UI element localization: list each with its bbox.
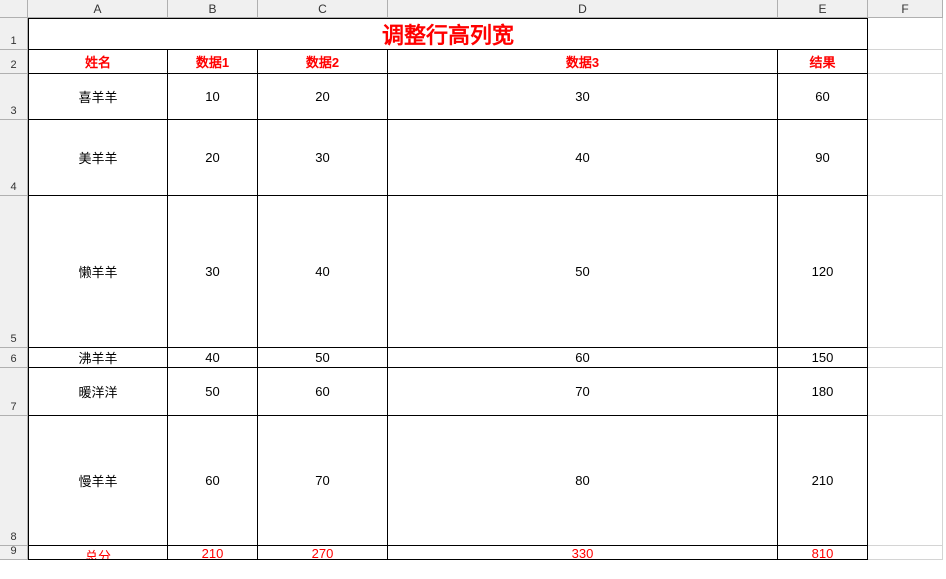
row-header-5[interactable]: 5 (0, 196, 28, 348)
data-r2-c0[interactable]: 懒羊羊 (28, 196, 168, 348)
data-r0-c1[interactable]: 10 (168, 74, 258, 120)
row-header-4[interactable]: 4 (0, 120, 28, 196)
row-header-2[interactable]: 2 (0, 50, 28, 74)
row-headers: 123456789 (0, 18, 28, 560)
total-c4[interactable]: 810 (778, 546, 868, 560)
spreadsheet-view[interactable]: ABCDEF 123456789 调整行高列宽姓名数据1数据2数据3结果喜羊羊1… (0, 0, 946, 579)
data-r4-c1[interactable]: 50 (168, 368, 258, 416)
data-r5-c4[interactable]: 210 (778, 416, 868, 546)
data-r0-c0[interactable]: 喜羊羊 (28, 74, 168, 120)
col-header-D[interactable]: D (388, 0, 778, 18)
cell-F5[interactable] (868, 196, 943, 348)
data-r2-c1[interactable]: 30 (168, 196, 258, 348)
cell-F9[interactable] (868, 546, 943, 560)
select-all-corner[interactable] (0, 0, 28, 18)
row-header-9[interactable]: 9 (0, 546, 28, 560)
cell-F3[interactable] (868, 74, 943, 120)
data-r3-c1[interactable]: 40 (168, 348, 258, 368)
header-1[interactable]: 数据1 (168, 50, 258, 74)
row-header-3[interactable]: 3 (0, 74, 28, 120)
data-r3-c2[interactable]: 50 (258, 348, 388, 368)
row-header-6[interactable]: 6 (0, 348, 28, 368)
col-header-A[interactable]: A (28, 0, 168, 18)
header-2[interactable]: 数据2 (258, 50, 388, 74)
col-header-B[interactable]: B (168, 0, 258, 18)
data-r3-c3[interactable]: 60 (388, 348, 778, 368)
column-headers: ABCDEF (28, 0, 943, 18)
data-r3-c0[interactable]: 沸羊羊 (28, 348, 168, 368)
cell-F8[interactable] (868, 416, 943, 546)
row-header-8[interactable]: 8 (0, 416, 28, 546)
data-r4-c0[interactable]: 暖洋洋 (28, 368, 168, 416)
data-r4-c3[interactable]: 70 (388, 368, 778, 416)
title-cell[interactable]: 调整行高列宽 (28, 18, 868, 50)
data-r5-c1[interactable]: 60 (168, 416, 258, 546)
data-r2-c4[interactable]: 120 (778, 196, 868, 348)
data-r5-c3[interactable]: 80 (388, 416, 778, 546)
data-r5-c0[interactable]: 慢羊羊 (28, 416, 168, 546)
data-r5-c2[interactable]: 70 (258, 416, 388, 546)
col-header-E[interactable]: E (778, 0, 868, 18)
total-c1[interactable]: 210 (168, 546, 258, 560)
data-r1-c3[interactable]: 40 (388, 120, 778, 196)
data-r0-c2[interactable]: 20 (258, 74, 388, 120)
data-r4-c2[interactable]: 60 (258, 368, 388, 416)
data-r3-c4[interactable]: 150 (778, 348, 868, 368)
data-r0-c4[interactable]: 60 (778, 74, 868, 120)
header-0[interactable]: 姓名 (28, 50, 168, 74)
row-header-1[interactable]: 1 (0, 18, 28, 50)
cell-F6[interactable] (868, 348, 943, 368)
data-r2-c2[interactable]: 40 (258, 196, 388, 348)
data-r0-c3[interactable]: 30 (388, 74, 778, 120)
cell-grid[interactable]: 调整行高列宽姓名数据1数据2数据3结果喜羊羊10203060美羊羊2030409… (28, 18, 943, 560)
data-r2-c3[interactable]: 50 (388, 196, 778, 348)
data-r1-c0[interactable]: 美羊羊 (28, 120, 168, 196)
total-c3[interactable]: 330 (388, 546, 778, 560)
cell-F2[interactable] (868, 50, 943, 74)
cell-F4[interactable] (868, 120, 943, 196)
total-c0[interactable]: 总分 (28, 546, 168, 560)
data-r4-c4[interactable]: 180 (778, 368, 868, 416)
data-r1-c4[interactable]: 90 (778, 120, 868, 196)
cell-F1[interactable] (868, 18, 943, 50)
row-header-7[interactable]: 7 (0, 368, 28, 416)
header-3[interactable]: 数据3 (388, 50, 778, 74)
total-c2[interactable]: 270 (258, 546, 388, 560)
col-header-F[interactable]: F (868, 0, 943, 18)
cell-F7[interactable] (868, 368, 943, 416)
data-r1-c1[interactable]: 20 (168, 120, 258, 196)
data-r1-c2[interactable]: 30 (258, 120, 388, 196)
header-4[interactable]: 结果 (778, 50, 868, 74)
col-header-C[interactable]: C (258, 0, 388, 18)
